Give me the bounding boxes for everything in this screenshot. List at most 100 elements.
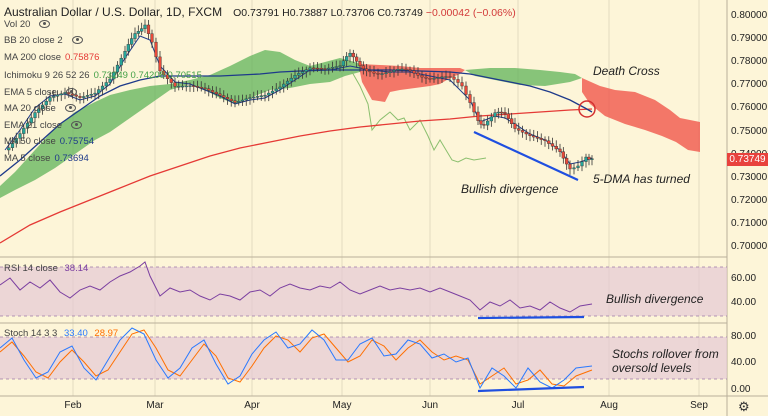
visibility-eye-icon[interactable] — [39, 20, 51, 29]
rsi-label[interactable]: RSI 14 close — [4, 263, 58, 274]
candle-body — [225, 97, 230, 100]
candle-body — [177, 86, 181, 88]
candle-body — [100, 85, 105, 90]
candle-body — [14, 138, 18, 144]
candle-body — [282, 83, 286, 88]
candle-body — [165, 74, 170, 79]
candle-body — [486, 120, 490, 126]
indicator-value: 0.73249 0.74208 0.70515 — [93, 70, 202, 81]
visibility-eye-icon[interactable] — [64, 104, 76, 113]
candle-body — [195, 86, 200, 88]
candle-body — [524, 131, 528, 135]
candle-body — [312, 67, 316, 70]
candle-body — [285, 80, 290, 85]
candle-body — [404, 68, 408, 71]
candlesticks[interactable] — [7, 19, 594, 175]
candle-body — [78, 96, 82, 98]
candle-body — [323, 68, 327, 70]
candle-body — [222, 95, 226, 98]
candle-body — [154, 41, 158, 58]
indicator-row[interactable]: EMA 21 close — [4, 120, 83, 132]
chikou-span — [344, 59, 487, 163]
candle-body — [330, 67, 335, 69]
indicator-label: EMA 5 close — [4, 87, 57, 98]
visibility-eye-icon[interactable] — [65, 88, 77, 97]
price-axis-label: 0.70000 — [731, 241, 768, 252]
indicator-row[interactable]: Vol 20 — [4, 19, 51, 31]
candle-body — [517, 128, 521, 131]
candle-body — [479, 120, 483, 125]
candle-body — [520, 130, 525, 133]
open-value: O0.73791 — [233, 7, 280, 19]
candle-body — [133, 33, 137, 39]
indicator-row[interactable]: MA 50 close 0.75754 — [4, 136, 94, 148]
candle-body — [169, 78, 173, 83]
candle-body — [472, 102, 476, 113]
candle-body — [476, 111, 480, 121]
candle-body — [380, 73, 384, 75]
candle-body — [240, 99, 245, 102]
candle-body — [500, 111, 504, 114]
indicator-label: Vol 20 — [4, 19, 31, 30]
indicator-row[interactable]: EMA 5 close — [4, 87, 77, 99]
candle-body — [108, 78, 112, 83]
visibility-eye-icon[interactable] — [71, 36, 83, 45]
candle-body — [55, 94, 60, 97]
candle-body — [412, 70, 416, 74]
price-axis-label: 0.72000 — [731, 194, 768, 206]
candle-body — [270, 90, 275, 94]
candle-body — [452, 76, 456, 80]
visibility-eye-icon[interactable] — [71, 121, 83, 130]
candle-body — [547, 140, 551, 144]
candle-body — [428, 77, 432, 80]
x-label-jun: Jun — [421, 400, 439, 411]
candle-body — [416, 72, 420, 76]
candle-body — [248, 97, 252, 100]
candle-body — [44, 101, 48, 106]
candle-body — [503, 112, 507, 114]
death-cross-circle — [578, 100, 596, 118]
stoch-label[interactable]: Stoch 14 3 3 — [4, 328, 58, 339]
candle-body — [558, 148, 562, 152]
indicator-label: MA 5 close — [4, 153, 51, 164]
candle-body — [289, 77, 293, 82]
candle-body — [274, 88, 278, 92]
indicator-label: MA 50 close — [4, 136, 56, 147]
candle-body — [267, 92, 271, 96]
candle-body — [85, 95, 90, 97]
candle-body — [528, 133, 532, 136]
indicator-row[interactable]: MA 200 close 0.75876 — [4, 52, 99, 64]
x-label-mar: Mar — [146, 400, 164, 411]
indicator-row[interactable]: BB 20 close 2 — [4, 35, 83, 47]
candle-body — [104, 82, 108, 87]
indicator-row[interactable]: MA 5 close 0.73694 — [4, 153, 89, 165]
x-label-may: May — [332, 400, 352, 411]
candle-body — [361, 65, 365, 70]
annotation-5dma-turned: 5-DMA has turned — [593, 172, 690, 186]
candle-body — [237, 101, 241, 103]
candle-body — [7, 147, 11, 151]
candle-body — [327, 67, 331, 70]
candle-body — [513, 123, 517, 129]
candle-body — [184, 85, 188, 88]
candle-body — [420, 75, 424, 78]
candle-body — [568, 163, 572, 170]
stoch-pane — [0, 327, 727, 393]
x-label-jul: Jul — [511, 400, 525, 411]
annotation-death-cross: Death Cross — [593, 64, 660, 78]
candle-body — [572, 167, 576, 170]
x-label-sep: Sep — [690, 400, 708, 411]
candle-body — [506, 113, 510, 119]
price-axis-label: 0.75000 — [731, 125, 768, 137]
symbol-title[interactable]: Australian Dollar / U.S. Dollar, 1D, FXC… — [4, 5, 223, 19]
indicator-row[interactable]: MA 20 close — [4, 103, 76, 115]
candle-body — [252, 96, 256, 99]
candle-body — [440, 76, 444, 79]
gear-icon[interactable]: ⚙ — [738, 399, 750, 414]
candle-body — [580, 161, 584, 167]
ichimoku-cloud-future — [582, 78, 700, 152]
candle-body — [143, 24, 147, 29]
indicator-row[interactable]: Ichimoku 9 26 52 26 0.73249 0.74208 0.705… — [4, 70, 202, 82]
candle-body — [150, 33, 154, 43]
